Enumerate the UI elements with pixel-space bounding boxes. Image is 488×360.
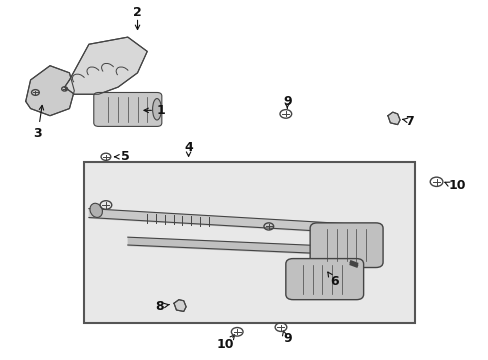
- Text: 10: 10: [216, 338, 233, 351]
- Polygon shape: [64, 37, 147, 94]
- Text: 9: 9: [283, 95, 291, 108]
- Text: 8: 8: [155, 300, 164, 312]
- Bar: [84, 162, 414, 323]
- FancyBboxPatch shape: [94, 93, 162, 126]
- Polygon shape: [174, 300, 186, 311]
- Text: 5: 5: [120, 150, 129, 163]
- Text: 4: 4: [184, 141, 193, 154]
- FancyBboxPatch shape: [309, 223, 382, 267]
- FancyBboxPatch shape: [285, 258, 363, 300]
- Text: 9: 9: [283, 333, 291, 346]
- Polygon shape: [387, 112, 399, 125]
- Polygon shape: [26, 66, 74, 116]
- Text: 10: 10: [448, 179, 465, 192]
- Text: 3: 3: [34, 105, 43, 140]
- Text: 1: 1: [143, 104, 165, 117]
- Ellipse shape: [90, 203, 102, 217]
- Text: 2: 2: [133, 6, 142, 19]
- Text: 6: 6: [327, 272, 338, 288]
- Text: 7: 7: [405, 114, 413, 127]
- Ellipse shape: [152, 99, 161, 120]
